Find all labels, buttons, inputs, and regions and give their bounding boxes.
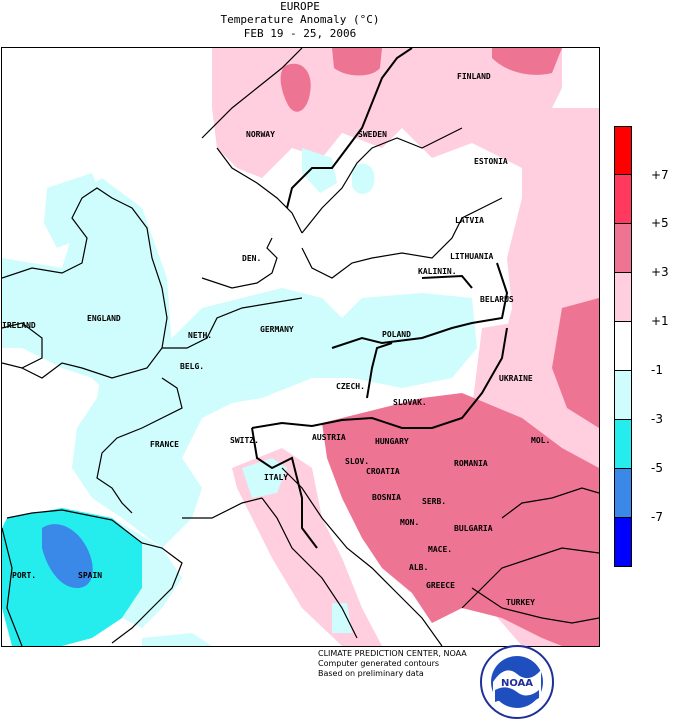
legend-tick-plus1: +1 [651,314,669,328]
map-label-spain: SPAIN [78,571,103,580]
anomaly-area-gotland-cool [352,163,375,194]
credits-line-2: Computer generated contours [318,659,440,668]
map-label-slovakia: SLOVAK. [393,398,427,407]
map-label-moldova: MOL. [531,436,551,445]
anomaly-area-po-cool [242,458,287,498]
map-region-title: EUROPE [280,0,320,13]
anomaly-area-norway-peak [280,63,311,112]
map-label-czech: CZECH. [336,382,365,391]
anomaly-area-iberia-coldcore [42,524,93,588]
legend-tick-minus5: -5 [651,461,663,475]
anomaly-area-russia-east-warm [552,298,599,428]
map-label-albania: ALB. [409,563,429,572]
map-variable-title: Temperature Anomaly (°C) [220,13,380,26]
credits-line-1: CLIMATE PREDICTION CENTER, NOAA [318,649,467,658]
anomaly-area-uk-cool [2,178,172,408]
map-label-netherlands: NETH. [188,331,213,340]
legend-swatch-7 [614,469,632,518]
anomaly-map: FINLAND NORWAY SWEDEN ESTONIA LATVIA LIT… [1,47,600,647]
coastlines [2,48,599,646]
map-label-kaliningrad: KALININ. [418,267,457,276]
anomaly-map-svg [2,48,599,646]
legend-swatch-6 [614,420,632,469]
anomaly-area-sicily-cool [142,633,212,646]
legend-swatch-3 [614,273,632,322]
map-label-ukraine: UKRAINE [499,374,533,383]
anomaly-area-balkans-warm [322,393,599,646]
map-label-serbia: SERB. [422,497,447,506]
map-label-latvia: LATVIA [455,216,484,225]
legend-tick-minus3: -3 [651,412,663,426]
map-label-croatia: CROATIA [366,467,400,476]
map-label-hungary: HUNGARY [375,437,409,446]
map-label-norway: NORWAY [246,130,275,139]
anomaly-area-sardinia-cool [332,603,352,633]
map-label-finland: FINLAND [457,72,491,81]
map-label-montenegro: MON. [400,518,420,527]
legend-tick-plus7: +7 [651,168,669,182]
anomaly-area-scotland-cool [44,173,102,248]
map-label-portugal: PORT. [12,571,37,580]
map-label-sweden: SWEDEN [358,130,387,139]
map-label-france: FRANCE [150,440,179,449]
map-label-austria: AUSTRIA [312,433,346,442]
legend-swatch-8 [614,518,632,567]
map-label-switzerland: SWITZ. [230,436,259,445]
map-label-england: ENGLAND [87,314,121,323]
map-label-belgium: BELG. [180,362,205,371]
anomaly-area-baltic-cool [302,148,337,193]
map-label-bosnia: BOSNIA [372,493,401,502]
credits-block: CLIMATE PREDICTION CENTER, NOAA Computer… [318,649,467,679]
map-label-turkey: TURKEY [506,598,535,607]
map-label-denmark: DEN. [242,254,262,263]
anomaly-area-sweden-peak [332,48,382,76]
noaa-logo: NOAA [480,645,554,719]
anomaly-area-iberia-margin [112,518,182,628]
legend-tick-plus3: +3 [651,265,669,279]
map-label-bulgaria: BULGARIA [454,524,493,533]
country-borders [251,48,509,549]
color-legend [614,126,632,567]
anomaly-area-alps-warm [232,448,382,646]
legend-swatch-0 [614,126,632,175]
map-label-romania: ROMANIA [454,459,488,468]
map-label-italy: ITALY [264,473,289,482]
legend-tick-minus1: -1 [651,363,663,377]
anomaly-area-finland-peak [492,48,562,75]
map-label-greece: GREECE [426,581,455,590]
map-label-germany: GERMANY [260,325,294,334]
legend-tick-plus5: +5 [651,216,669,230]
map-label-ireland: IRELAND [2,321,36,330]
legend-swatch-2 [614,224,632,273]
map-label-belarus: BELARUS [480,295,514,304]
legend-swatch-1 [614,175,632,224]
legend-swatch-5 [614,371,632,420]
map-period-title: FEB 19 - 25, 2006 [243,27,357,40]
legend-tick-minus7: -7 [651,510,663,524]
credits-line-3: Based on preliminary data [318,669,424,678]
svg-text:NOAA: NOAA [501,678,533,689]
legend-swatch-4 [614,322,632,371]
map-label-macedonia: MACE. [428,545,453,554]
map-label-poland: POLAND [382,330,411,339]
map-label-slovenia: SLOV. [345,457,370,466]
map-label-lithuania: LITHUANIA [450,252,494,261]
map-label-estonia: ESTONIA [474,157,508,166]
